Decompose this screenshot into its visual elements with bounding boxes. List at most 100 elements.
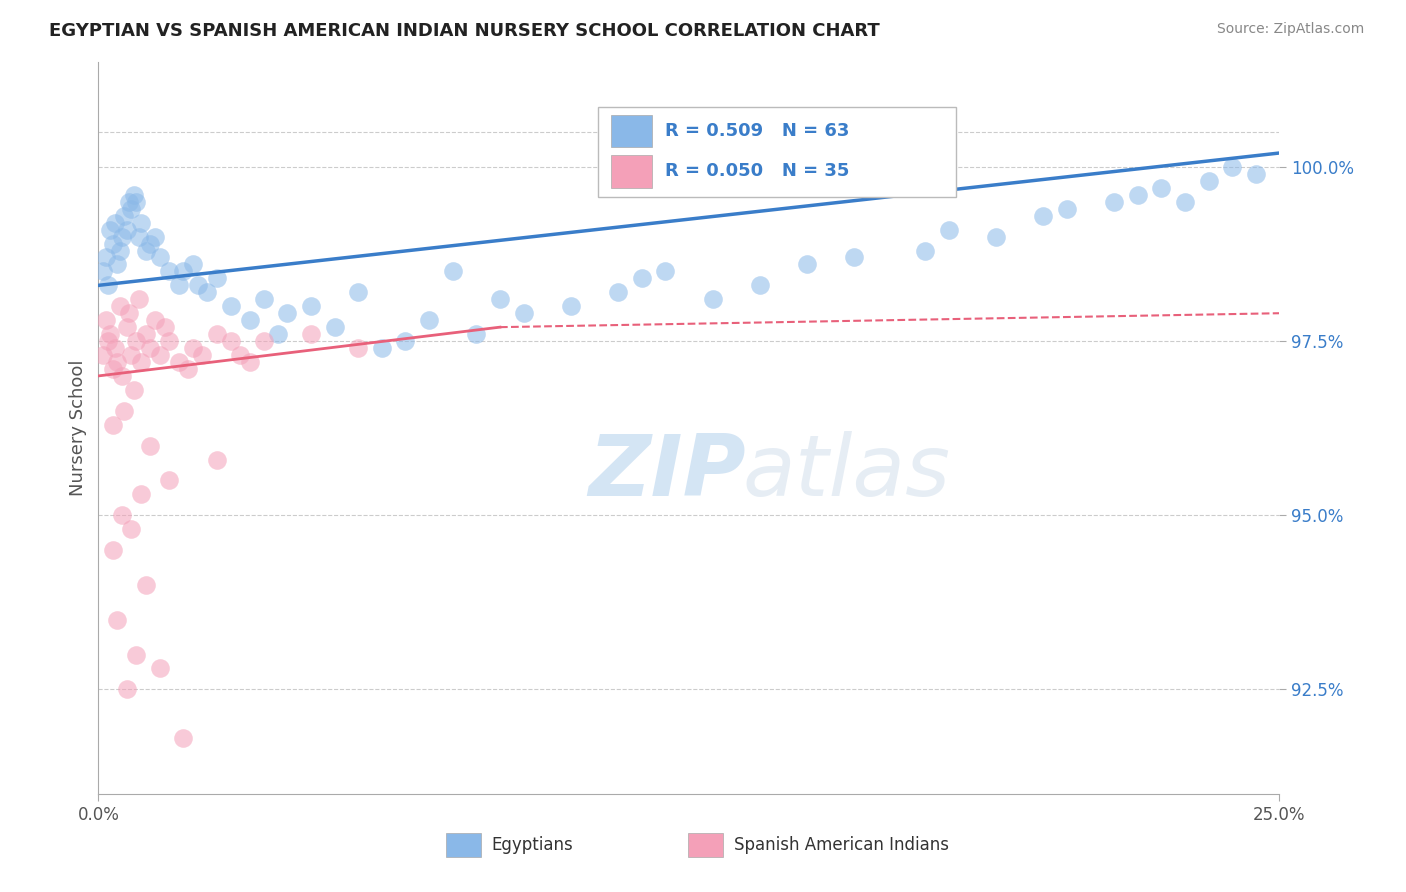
Point xyxy=(139,236,162,251)
Point xyxy=(112,209,135,223)
Text: ZIP: ZIP xyxy=(589,431,747,514)
Point xyxy=(111,508,134,523)
Point xyxy=(195,285,218,300)
Point xyxy=(347,285,370,300)
Point xyxy=(122,383,145,397)
Point xyxy=(149,251,172,265)
Point xyxy=(1220,160,1243,174)
Point xyxy=(914,244,936,258)
Point xyxy=(299,327,322,342)
Point xyxy=(465,327,488,342)
Point xyxy=(98,222,121,236)
FancyBboxPatch shape xyxy=(688,833,723,857)
Point xyxy=(205,452,228,467)
Point xyxy=(607,285,630,300)
Point xyxy=(105,355,128,369)
Point xyxy=(1126,187,1149,202)
Point xyxy=(125,194,148,209)
Point xyxy=(135,244,157,258)
Point xyxy=(108,299,131,313)
Point xyxy=(796,257,818,271)
Text: atlas: atlas xyxy=(742,431,950,514)
Point xyxy=(938,222,960,236)
Point xyxy=(129,487,152,501)
Text: Source: ZipAtlas.com: Source: ZipAtlas.com xyxy=(1216,22,1364,37)
Point xyxy=(844,251,866,265)
Point xyxy=(191,348,214,362)
Point xyxy=(105,257,128,271)
Point xyxy=(108,244,131,258)
Point xyxy=(984,229,1007,244)
Point xyxy=(135,327,157,342)
Point xyxy=(205,271,228,285)
Point xyxy=(94,313,117,327)
Point xyxy=(1032,209,1054,223)
Point xyxy=(371,341,394,355)
Point xyxy=(91,264,114,278)
Point xyxy=(139,341,162,355)
Point xyxy=(267,327,290,342)
FancyBboxPatch shape xyxy=(446,833,481,857)
Point xyxy=(1056,202,1078,216)
Point xyxy=(91,348,114,362)
Point xyxy=(112,403,135,417)
Point xyxy=(128,229,150,244)
Point xyxy=(121,348,143,362)
Point xyxy=(172,264,194,278)
Point xyxy=(129,216,152,230)
Point xyxy=(441,264,464,278)
Point xyxy=(253,334,276,348)
Point xyxy=(1174,194,1197,209)
Point xyxy=(205,327,228,342)
Point xyxy=(167,355,190,369)
Point xyxy=(418,313,440,327)
Point xyxy=(101,362,124,376)
Point xyxy=(323,320,346,334)
Point xyxy=(101,236,124,251)
Text: EGYPTIAN VS SPANISH AMERICAN INDIAN NURSERY SCHOOL CORRELATION CHART: EGYPTIAN VS SPANISH AMERICAN INDIAN NURS… xyxy=(49,22,880,40)
Point xyxy=(560,299,582,313)
Point xyxy=(115,222,138,236)
Point xyxy=(394,334,416,348)
Point xyxy=(177,362,200,376)
Point xyxy=(143,313,166,327)
Point xyxy=(115,682,138,697)
Point xyxy=(97,334,120,348)
FancyBboxPatch shape xyxy=(612,115,652,147)
Point xyxy=(748,278,770,293)
Y-axis label: Nursery School: Nursery School xyxy=(69,359,87,497)
Point xyxy=(253,293,276,307)
Point xyxy=(104,216,127,230)
Point xyxy=(654,264,676,278)
Point xyxy=(104,341,127,355)
Point xyxy=(1150,181,1173,195)
Point xyxy=(1102,194,1125,209)
Point xyxy=(299,299,322,313)
Point xyxy=(121,522,143,536)
Point xyxy=(118,306,141,320)
Point xyxy=(347,341,370,355)
Point xyxy=(94,251,117,265)
Point xyxy=(128,293,150,307)
Point xyxy=(139,439,162,453)
Point xyxy=(239,355,262,369)
Point xyxy=(512,306,534,320)
Point xyxy=(157,474,180,488)
Point xyxy=(98,327,121,342)
Point xyxy=(229,348,252,362)
Point xyxy=(157,334,180,348)
Point xyxy=(187,278,209,293)
Point xyxy=(181,341,204,355)
Point xyxy=(125,648,148,662)
Point xyxy=(125,334,148,348)
Point xyxy=(153,320,176,334)
Point xyxy=(122,187,145,202)
Text: Spanish American Indians: Spanish American Indians xyxy=(734,836,949,854)
Point xyxy=(111,368,134,383)
Point xyxy=(219,334,242,348)
Text: Egyptians: Egyptians xyxy=(492,836,574,854)
Point xyxy=(219,299,242,313)
Point xyxy=(118,194,141,209)
Point xyxy=(97,278,120,293)
FancyBboxPatch shape xyxy=(598,107,956,197)
